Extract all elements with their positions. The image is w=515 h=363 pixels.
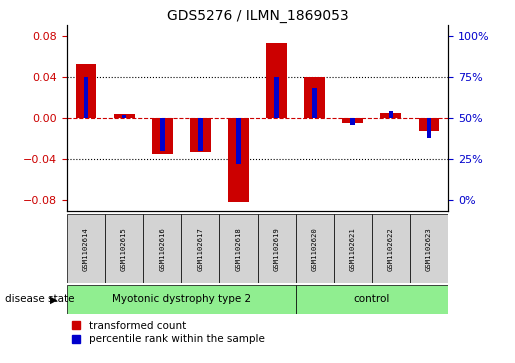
Bar (181, 214, 219, 283)
Bar (84, 77, 88, 118)
Text: GSM1102619: GSM1102619 (273, 227, 280, 270)
Bar (410, 214, 448, 283)
Bar (105, 214, 143, 283)
Text: control: control (354, 294, 390, 305)
Bar (313, 88, 317, 118)
Legend: transformed count, percentile rank within the sample: transformed count, percentile rank withi… (72, 321, 265, 344)
Text: GSM1102623: GSM1102623 (426, 227, 432, 270)
Text: GSM1102618: GSM1102618 (235, 227, 242, 270)
Title: GDS5276 / ILMN_1869053: GDS5276 / ILMN_1869053 (167, 9, 348, 23)
Bar (381, 113, 401, 118)
Text: GSM1102622: GSM1102622 (388, 227, 394, 270)
Bar (122, 115, 126, 118)
Text: GSM1102616: GSM1102616 (159, 227, 165, 270)
Bar (143, 214, 181, 283)
Bar (304, 77, 325, 118)
Bar (266, 43, 287, 118)
Bar (67, 214, 105, 283)
Bar (296, 285, 448, 314)
Bar (274, 77, 279, 118)
Bar (258, 214, 296, 283)
Bar (152, 118, 173, 154)
Bar (190, 118, 211, 152)
Bar (427, 118, 431, 138)
Bar (160, 118, 164, 151)
Bar (296, 214, 334, 283)
Bar (114, 114, 134, 118)
Text: disease state: disease state (5, 294, 75, 305)
Bar (351, 118, 355, 125)
Bar (198, 118, 202, 151)
Bar (389, 111, 393, 118)
Bar (228, 118, 249, 202)
Bar (419, 118, 439, 131)
Bar (334, 214, 372, 283)
Bar (372, 214, 410, 283)
Text: GSM1102615: GSM1102615 (121, 227, 127, 270)
Text: ▶: ▶ (50, 294, 58, 305)
Text: Myotonic dystrophy type 2: Myotonic dystrophy type 2 (112, 294, 251, 305)
Text: GSM1102621: GSM1102621 (350, 227, 356, 270)
Bar (219, 214, 258, 283)
Bar (342, 118, 363, 123)
Text: GSM1102620: GSM1102620 (312, 227, 318, 270)
Bar (76, 65, 96, 118)
Text: GSM1102617: GSM1102617 (197, 227, 203, 270)
Bar (236, 118, 241, 164)
Bar (67, 285, 296, 314)
Text: GSM1102614: GSM1102614 (83, 227, 89, 270)
